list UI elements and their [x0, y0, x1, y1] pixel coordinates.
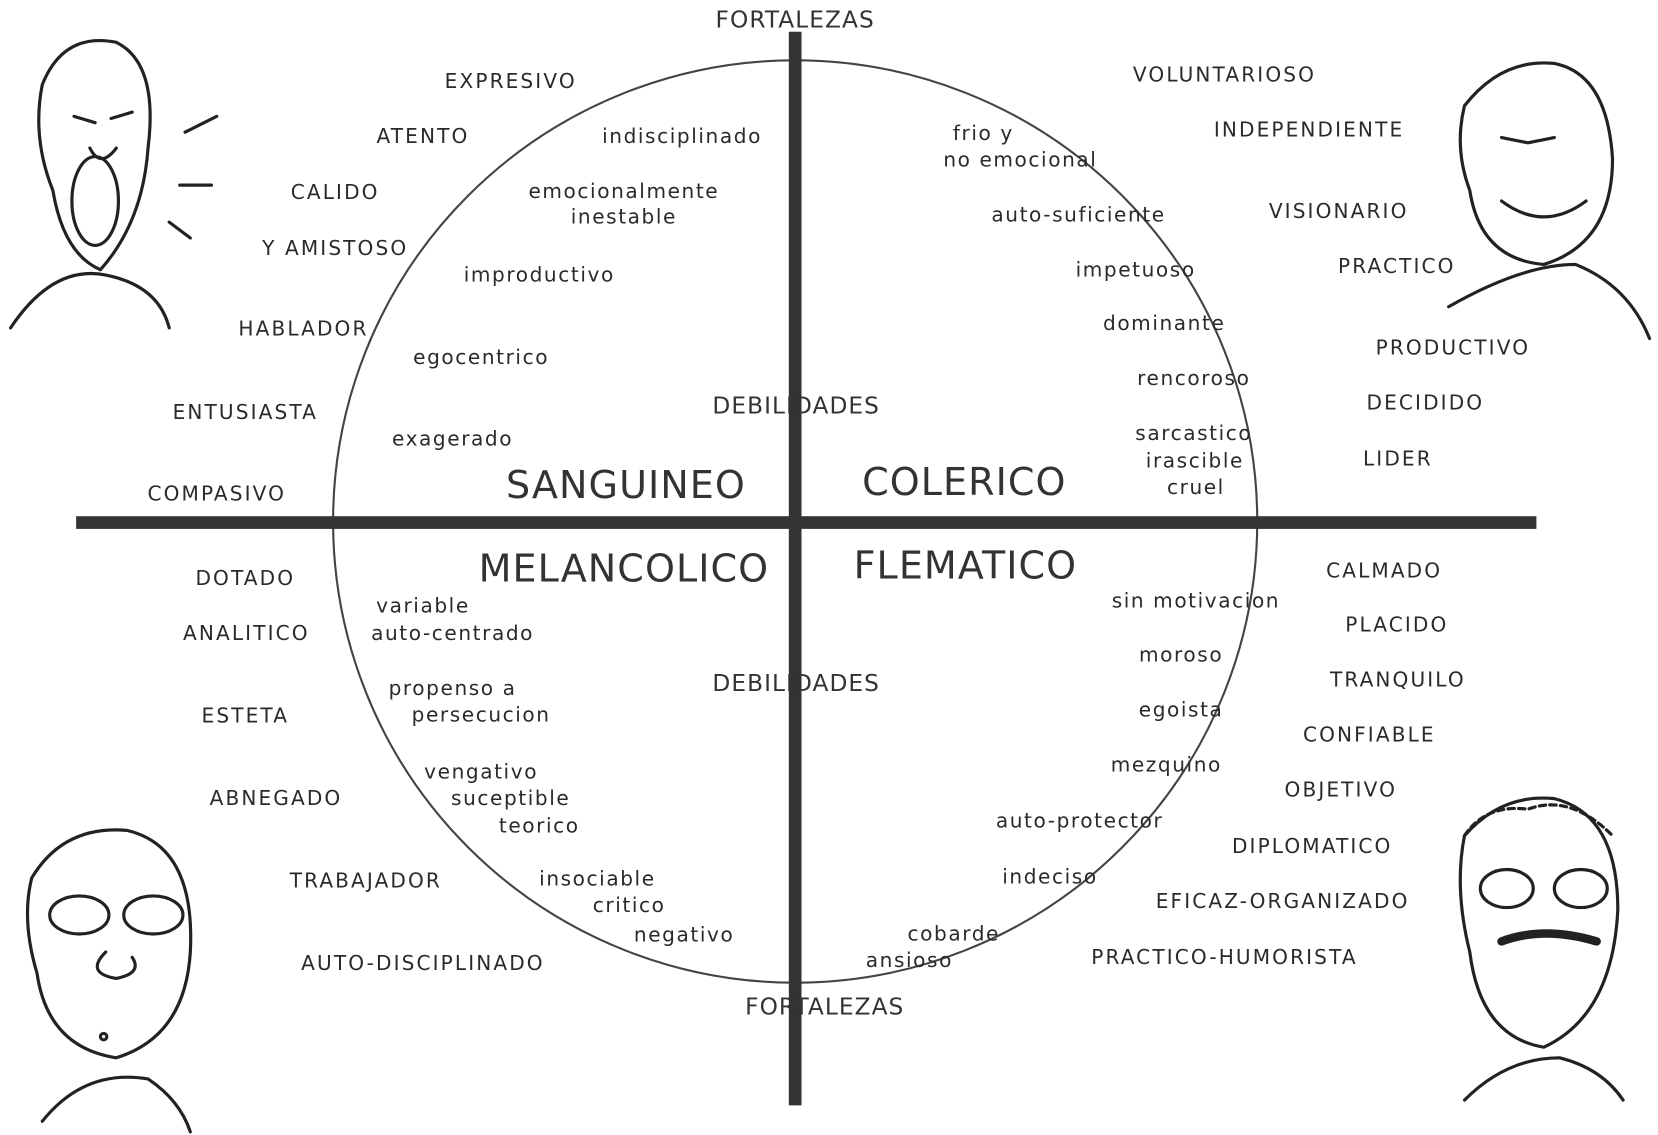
weakness: mezquino	[1111, 752, 1222, 776]
weakness: negativo	[634, 923, 734, 947]
strength: HABLADOR	[238, 317, 368, 341]
quadrant-name: FLEMATICO	[854, 544, 1078, 588]
weakness-label: DEBILIDADES	[712, 393, 880, 420]
strength: PLACIDO	[1345, 613, 1448, 637]
weakness: indeciso	[1002, 864, 1097, 888]
strength: LIDER	[1363, 447, 1433, 471]
weakness: impetuoso	[1076, 257, 1196, 281]
phlegmatic-face	[1460, 798, 1623, 1100]
strength: CALMADO	[1326, 559, 1442, 583]
weakness: propenso a	[389, 676, 517, 700]
strength: AUTO-DISCIPLINADO	[301, 951, 545, 975]
strength: ANALITICO	[183, 621, 310, 645]
strength: ENTUSIASTA	[173, 400, 318, 424]
weakness: suceptible	[451, 786, 570, 810]
strength: ABNEGADO	[210, 786, 343, 810]
temperaments-diagram: FORTALEZAS FORTALEZAS DEBILIDADES DEBILI…	[0, 0, 1658, 1135]
weakness-label: DEBILIDADES	[712, 670, 880, 697]
strength: VOLUNTARIOSO	[1133, 63, 1316, 87]
strength: CONFIABLE	[1303, 723, 1436, 747]
top-label: FORTALEZAS	[716, 7, 875, 34]
weakness: exagerado	[392, 427, 513, 451]
strength: DECIDIDO	[1367, 391, 1485, 415]
weakness: auto-protector	[996, 808, 1164, 832]
weakness: improductivo	[464, 263, 615, 287]
weakness: teorico	[499, 814, 580, 838]
choleric-face	[1449, 63, 1650, 339]
weakness: ansioso	[866, 948, 953, 972]
weakness: frio y	[953, 121, 1014, 145]
weakness: egoista	[1139, 697, 1224, 721]
quadrant-name: COLERICO	[862, 460, 1066, 504]
weakness: irascible	[1146, 449, 1244, 473]
weakness: egocentrico	[413, 345, 549, 369]
weakness: cobarde	[908, 922, 1000, 946]
strength: INDEPENDIENTE	[1214, 118, 1404, 142]
bottom-label: FORTALEZAS	[745, 994, 904, 1021]
weakness: persecucion	[412, 703, 551, 727]
strength: TRABAJADOR	[289, 869, 442, 893]
weakness: vengativo	[424, 760, 538, 784]
strength: Y AMISTOSO	[261, 236, 408, 260]
strength: EXPRESIVO	[445, 69, 577, 93]
weakness: dominante	[1103, 311, 1225, 335]
strength: ATENTO	[377, 124, 470, 148]
sanguine-face	[11, 41, 217, 328]
strength: PRODUCTIVO	[1376, 336, 1531, 360]
strength: PRACTICO-HUMORISTA	[1091, 945, 1357, 969]
strength: TRANQUILO	[1329, 668, 1466, 692]
strength: COMPASIVO	[147, 482, 286, 506]
vertical-axis	[789, 32, 802, 1106]
quadrant-name: SANGUINEO	[506, 463, 746, 507]
weakness: emocionalmente	[528, 179, 719, 203]
weakness: moroso	[1139, 642, 1223, 666]
strength: DIPLOMATICO	[1232, 834, 1393, 858]
quadrant-name: MELANCOLICO	[479, 547, 770, 591]
weakness: sarcastico	[1135, 421, 1252, 445]
horizontal-axis	[76, 516, 1536, 529]
weakness: sin motivacion	[1112, 588, 1280, 612]
strength: EFICAZ-ORGANIZADO	[1156, 889, 1410, 913]
melancholic-face	[27, 830, 190, 1132]
strength: OBJETIVO	[1285, 778, 1397, 802]
weakness: cruel	[1167, 475, 1225, 499]
weakness: insociable	[539, 867, 655, 891]
weakness: inestable	[571, 204, 677, 228]
strength: CALIDO	[291, 180, 380, 204]
weakness: no emocional	[943, 147, 1097, 171]
strength: VISIONARIO	[1269, 199, 1409, 223]
strength: DOTADO	[195, 566, 295, 590]
strength: PRACTICO	[1338, 254, 1456, 278]
strength: ESTETA	[202, 704, 289, 728]
weakness: indisciplinado	[602, 124, 762, 148]
weakness: auto-suficiente	[991, 202, 1165, 226]
weakness: rencoroso	[1137, 366, 1250, 390]
weakness: auto-centrado	[371, 621, 534, 645]
weakness: critico	[593, 893, 666, 917]
weakness: variable	[376, 594, 470, 618]
